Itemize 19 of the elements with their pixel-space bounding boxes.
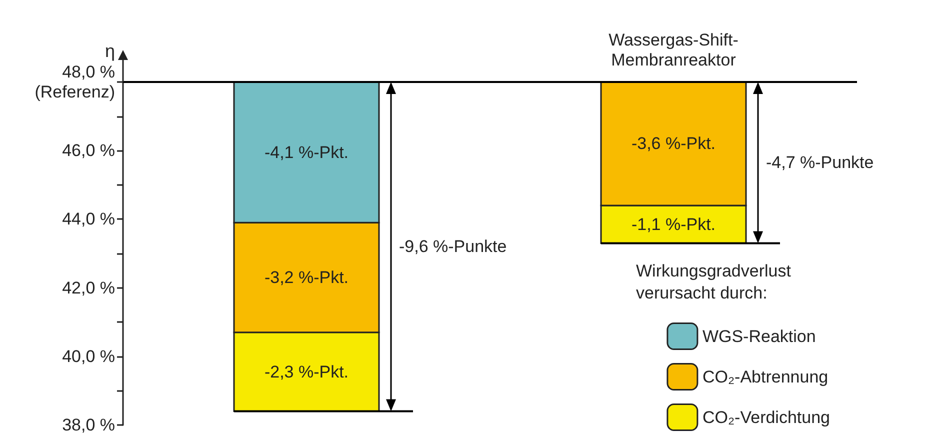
y-tick-label: 38,0 % [62,416,115,434]
total-label: -4,7 %-Punkte [766,153,874,172]
y-tick-label: 48,0 % (Referenz) [34,62,115,102]
data-label: -2,3 %-Pkt. [264,362,349,382]
y-tick-label: 40,0 % [62,346,115,366]
legend-label: CO₂-Verdichtung [702,408,830,427]
data-label: -1,1 %-Pkt. [631,214,716,234]
y-axis-title: η [104,41,115,61]
y-tick-label: 44,0 % [62,210,115,229]
total-label: -9,6 %-Punkte [399,237,507,256]
y-tick-label: 42,0 % [62,278,115,298]
legend-label: CO₂-Abtrennung [702,367,828,386]
y-tick-label: 46,0 % [62,141,115,160]
legend-label: WGS-Reaktion [702,326,816,346]
data-label: -3,2 %-Pkt. [264,268,349,288]
data-label: -3,6 %-Pkt. [631,134,716,154]
legend-title: Wirkungsgradverlust verursacht durch: [636,262,792,302]
data-label: -4,1 %-Pkt. [264,142,349,162]
x-tick-label: Wassergas-Shift- Membranreaktor [608,30,738,70]
